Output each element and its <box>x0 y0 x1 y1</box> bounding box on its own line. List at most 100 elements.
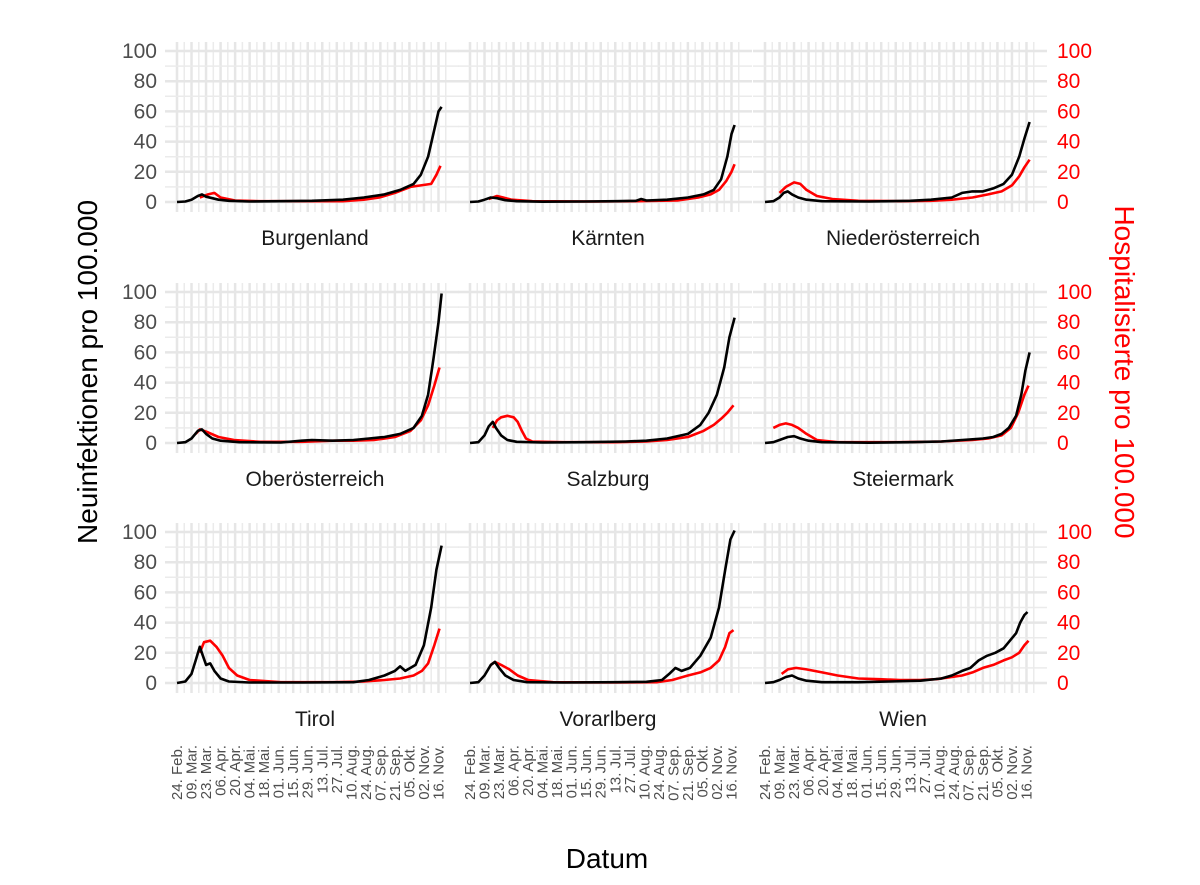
x-tick-label: 02. Nov. <box>709 745 726 800</box>
y-tick-label-left: 40 <box>134 612 157 635</box>
x-tick-label: 05. Okt. <box>401 745 418 798</box>
infections-line-burgenland <box>176 106 443 204</box>
x-tick-label: 23. Mar. <box>491 745 508 799</box>
panel-oberoesterreich: 0 20 40 60 80 100 Oberösterreich <box>122 281 459 491</box>
x-tick-label: 07. Sep. <box>372 745 389 801</box>
x-axis-title: Datum <box>566 843 648 874</box>
y-tick-label-right: 80 <box>1057 70 1080 93</box>
x-tick-label: 15. Jun. <box>285 745 302 798</box>
panel-title: Salzburg <box>567 468 650 491</box>
x-tick-labels-col-2: 24. Feb.09. Mar.23. Mar.06. Apr.20. Apr.… <box>462 745 741 801</box>
x-tick-label: 29. Jun. <box>593 745 610 798</box>
y-tick-label-right: 100 <box>1057 521 1092 544</box>
x-tick-label: 29. Jun. <box>888 745 905 798</box>
infections-line-tirol <box>176 545 443 685</box>
x-tick-label: 21. Sep. <box>680 745 697 801</box>
y-tick-label-right: 0 <box>1057 191 1069 214</box>
panel-title: Kärnten <box>571 227 645 250</box>
y-tick-label-left: 100 <box>122 521 157 544</box>
x-tick-label: 06. Apr. <box>506 745 523 796</box>
x-tick-label: 18. Mai. <box>256 745 273 798</box>
x-tick-label: 10. Aug. <box>636 745 653 800</box>
y-tick-label-left: 20 <box>134 642 157 665</box>
infections-line-kaernten <box>469 124 736 204</box>
x-tick-label: 01. Jun. <box>564 745 581 798</box>
x-tick-label: 06. Apr. <box>801 745 818 796</box>
infections-line-niederoesterreich <box>764 121 1031 204</box>
y-tick-label-left: 60 <box>134 100 157 123</box>
infections-line-wien <box>764 611 1029 685</box>
x-tick-label: 23. Mar. <box>786 745 803 799</box>
x-tick-label: 09. Mar. <box>477 745 494 799</box>
panel-title: Niederösterreich <box>826 227 980 250</box>
hospitalized-line-burgenland <box>199 165 442 203</box>
x-tick-label: 20. Apr. <box>227 745 244 796</box>
panel-title: Vorarlberg <box>560 708 657 731</box>
y-axis-title-right: Hospitalisierte pro 100.000 <box>1109 205 1140 538</box>
x-tick-label: 09. Mar. <box>772 745 789 799</box>
x-tick-label: 07. Sep. <box>960 745 977 801</box>
y-tick-label-right: 20 <box>1057 642 1080 665</box>
y-tick-label-left: 20 <box>134 161 157 184</box>
panel-title: Steiermark <box>852 468 954 491</box>
x-tick-label: 27. Jul. <box>329 745 346 793</box>
x-tick-label: 15. Jun. <box>578 745 595 798</box>
x-tick-label: 18. Mai. <box>844 745 861 798</box>
x-tick-label: 13. Jul. <box>607 745 624 793</box>
x-tick-label: 20. Apr. <box>815 745 832 796</box>
y-tick-label-right: 100 <box>1057 40 1092 63</box>
panel-tirol: 0 20 40 60 80 100 Tirol <box>122 521 459 731</box>
x-tick-label: 04. Mai. <box>242 745 259 798</box>
y-tick-label-left: 20 <box>134 402 157 425</box>
x-tick-label: 27. Jul. <box>622 745 639 793</box>
x-tick-label: 27. Jul. <box>917 745 934 793</box>
y-axis-title-left: Neuinfektionen pro 100.000 <box>72 200 103 544</box>
x-tick-label: 21. Sep. <box>387 745 404 801</box>
infections-line-oberoesterreich <box>176 293 443 445</box>
x-tick-label: 07. Sep. <box>665 745 682 801</box>
x-tick-label: 10. Aug. <box>931 745 948 800</box>
panel-steiermark: 0 20 40 60 80 100 Steiermark <box>753 281 1092 491</box>
y-tick-label-left: 80 <box>134 311 157 334</box>
hospitalized-line-vorarlberg <box>490 629 735 684</box>
x-tick-label: 18. Mai. <box>549 745 566 798</box>
y-tick-label-left: 0 <box>145 432 157 455</box>
x-tick-label: 04. Mai. <box>535 745 552 798</box>
x-tick-label: 16. Nov. <box>431 745 448 800</box>
y-tick-label-right: 40 <box>1057 372 1080 395</box>
panel-vorarlberg: Vorarlberg <box>458 523 752 731</box>
x-tick-labels-col-1: 24. Feb.09. Mar.23. Mar.06. Apr.20. Apr.… <box>169 745 448 801</box>
x-tick-label: 04. Mai. <box>830 745 847 798</box>
y-tick-label-right: 0 <box>1057 432 1069 455</box>
x-tick-label: 16. Nov. <box>724 745 741 800</box>
panel-wien: 0 20 40 60 80 100 Wien <box>753 521 1092 731</box>
x-tick-label: 29. Jun. <box>300 745 317 798</box>
x-tick-label: 21. Sep. <box>975 745 992 801</box>
x-tick-label: 01. Jun. <box>271 745 288 798</box>
y-tick-label-right: 80 <box>1057 311 1080 334</box>
x-tick-label: 24. Feb. <box>462 745 479 800</box>
y-tick-label-right: 40 <box>1057 131 1080 154</box>
y-tick-label-right: 20 <box>1057 402 1080 425</box>
x-tick-label: 06. Apr. <box>213 745 230 796</box>
panel-title: Tirol <box>295 708 335 731</box>
panel-title: Burgenland <box>261 227 368 250</box>
x-axis-ticks: 24. Feb.09. Mar.23. Mar.06. Apr.20. Apr.… <box>169 745 1036 801</box>
infections-line-salzburg <box>469 317 736 445</box>
x-tick-label: 13. Jul. <box>314 745 331 793</box>
x-tick-label: 10. Aug. <box>343 745 360 800</box>
x-tick-label: 01. Jun. <box>859 745 876 798</box>
y-tick-label-right: 60 <box>1057 581 1080 604</box>
panel-niederoesterreich: 0 20 40 60 80 100 Niederösterreich <box>753 40 1092 250</box>
x-tick-label: 24. Aug. <box>358 745 375 800</box>
y-tick-label-right: 60 <box>1057 100 1080 123</box>
panel-burgenland: 0 20 40 60 80 100 Burgenland <box>122 40 459 250</box>
y-tick-label-right: 100 <box>1057 281 1092 304</box>
x-tick-label: 24. Feb. <box>757 745 774 800</box>
x-tick-label: 05. Okt. <box>694 745 711 798</box>
infections-line-steiermark <box>764 352 1031 445</box>
y-tick-label-left: 80 <box>134 551 157 574</box>
hospitalized-line-wien <box>780 639 1030 682</box>
y-tick-label-left: 100 <box>122 40 157 63</box>
